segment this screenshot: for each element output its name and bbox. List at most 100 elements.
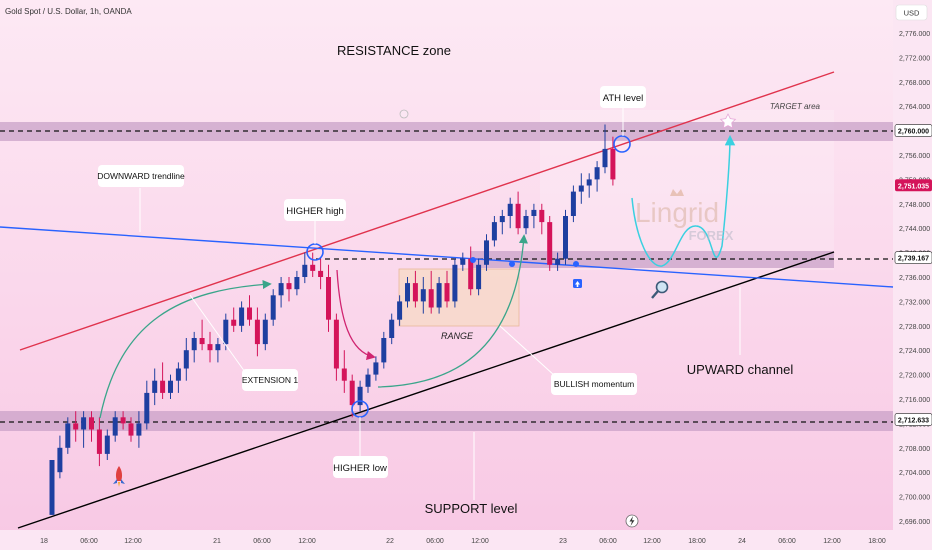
candle-body[interactable]: [128, 423, 134, 436]
candle-body[interactable]: [412, 283, 418, 302]
candle-body[interactable]: [247, 307, 252, 320]
candle-body[interactable]: [183, 350, 189, 369]
candle-body[interactable]: [484, 240, 489, 265]
candle-body[interactable]: [231, 319, 237, 326]
candle-body[interactable]: [460, 258, 466, 265]
candle-body[interactable]: [420, 289, 426, 302]
candle-body[interactable]: [270, 295, 276, 320]
candle-body[interactable]: [563, 216, 568, 259]
candle-body[interactable]: [223, 319, 229, 345]
candle-body[interactable]: [191, 338, 197, 351]
candle-body[interactable]: [207, 344, 213, 351]
candle-body[interactable]: [199, 338, 205, 345]
candle-body[interactable]: [73, 423, 79, 430]
candle-body[interactable]: [547, 222, 553, 265]
candle-body[interactable]: [594, 167, 600, 180]
candle-body[interactable]: [112, 417, 118, 436]
range-dot-right: [509, 261, 515, 267]
x-tick-label: 06:00: [80, 538, 98, 545]
candlestick-series: [49, 124, 616, 515]
projection-curve-arrow: [631, 134, 736, 267]
symbol-title: Gold Spot / U.S. Dollar, 1h, OANDA: [5, 7, 132, 16]
candle-body[interactable]: [499, 216, 505, 223]
y-tick-label: 2,776.000: [899, 31, 930, 38]
candle-body[interactable]: [310, 264, 316, 271]
candle-body[interactable]: [286, 283, 292, 290]
candle-body[interactable]: [468, 258, 474, 290]
ath-circle[interactable]: [613, 135, 631, 153]
candle-body[interactable]: [578, 185, 584, 192]
candle-body[interactable]: [294, 277, 300, 290]
resistance-channel-line[interactable]: [19, 71, 835, 351]
candle-body[interactable]: [152, 380, 158, 393]
candle-body[interactable]: [120, 417, 126, 424]
candle-body[interactable]: [586, 179, 592, 186]
candle-body[interactable]: [89, 417, 94, 430]
downward-trendline[interactable]: [0, 226, 894, 288]
candle-body[interactable]: [507, 203, 513, 216]
candle-body[interactable]: [515, 203, 521, 229]
bullish-momentum-callout[interactable]: BULLISH momentum: [551, 373, 637, 395]
x-tick-label: 18:00: [688, 538, 706, 545]
candle-body[interactable]: [539, 209, 545, 223]
currency-label-box[interactable]: USD: [895, 4, 928, 21]
candle-body[interactable]: [444, 283, 450, 302]
price-badge-bg: [894, 413, 932, 426]
candle-body[interactable]: [341, 368, 347, 381]
candle-body[interactable]: [602, 148, 608, 168]
candle-body[interactable]: [104, 435, 110, 454]
y-tick-label: 2,716.000: [899, 397, 930, 404]
candle-body[interactable]: [144, 392, 150, 424]
x-tick-label: 24: [738, 538, 746, 545]
x-tick-label: 12:00: [298, 538, 316, 545]
candle-body[interactable]: [278, 283, 284, 296]
candle-body[interactable]: [57, 447, 63, 473]
candle-body[interactable]: [254, 319, 260, 345]
candle-body[interactable]: [81, 417, 87, 430]
candle-body[interactable]: [610, 148, 616, 180]
candle-body[interactable]: [523, 216, 529, 229]
lingrid-watermark: Lingrid FOREX: [635, 189, 734, 243]
candle-body[interactable]: [365, 374, 371, 387]
price-axis[interactable]: 2,776.000 2,772.000 2,768.000 2,764.000 2,76…: [899, 31, 930, 526]
extension-callout[interactable]: EXTENSION 1: [242, 369, 298, 391]
candle-body[interactable]: [262, 319, 268, 345]
higher-low-callout[interactable]: HIGHER low: [333, 456, 388, 478]
support-channel-line[interactable]: [17, 251, 835, 529]
candle-body[interactable]: [168, 380, 173, 393]
candle-body[interactable]: [476, 264, 482, 290]
candle-body[interactable]: [531, 209, 537, 216]
candle-body[interactable]: [239, 307, 245, 326]
candle-body[interactable]: [160, 380, 166, 393]
candle-body[interactable]: [381, 338, 387, 363]
candle-body[interactable]: [333, 319, 339, 369]
candle-body[interactable]: [65, 423, 71, 448]
candle-body[interactable]: [215, 344, 221, 351]
candle-body[interactable]: [555, 258, 561, 265]
candle-body[interactable]: [452, 264, 458, 302]
candle-body[interactable]: [318, 270, 324, 277]
ath-level-callout[interactable]: ATH level: [600, 86, 646, 108]
higher-high-callout[interactable]: HIGHER high: [284, 199, 346, 221]
candle-body[interactable]: [326, 277, 331, 320]
candle-body[interactable]: [357, 386, 363, 406]
downward-trendline-callout[interactable]: DOWNWARD trendline: [97, 165, 185, 187]
candle-body[interactable]: [491, 222, 497, 241]
candle-body[interactable]: [349, 380, 355, 406]
candle-body[interactable]: [302, 264, 308, 277]
candle-body[interactable]: [49, 460, 55, 515]
candle-body[interactable]: [397, 301, 403, 320]
candle-body[interactable]: [175, 368, 181, 381]
x-tick-label: 12:00: [471, 538, 489, 545]
candle-body[interactable]: [96, 429, 102, 454]
time-axis[interactable]: 18 06:00 12:00 21 06:00 12:00 22 06:00 12:00 23 06…: [40, 538, 886, 545]
candle-body[interactable]: [136, 423, 142, 436]
lightning-event-icon[interactable]: [625, 514, 639, 528]
candle-body[interactable]: [373, 362, 379, 375]
candle-body[interactable]: [436, 283, 442, 308]
candle-body[interactable]: [405, 283, 410, 302]
candle-body[interactable]: [570, 191, 576, 216]
candle-body[interactable]: [389, 319, 395, 338]
candle-body[interactable]: [428, 289, 434, 308]
